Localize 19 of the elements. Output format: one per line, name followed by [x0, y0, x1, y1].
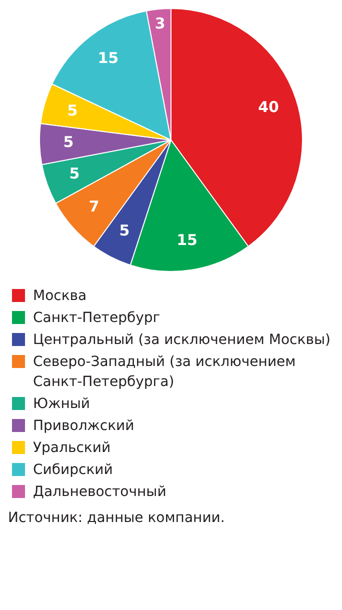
legend-label: Дальневосточный — [33, 483, 166, 502]
data-label: 3 — [154, 14, 166, 33]
legend-label: Южный — [33, 395, 90, 414]
data-label: 7 — [88, 198, 100, 216]
legend-label: Санкт-Петербург — [33, 309, 160, 328]
data-label: 40 — [258, 98, 279, 116]
legend-label: Уральский — [33, 439, 111, 458]
legend-label: Центральный (за исключением Москвы) — [33, 331, 330, 350]
text: Источник: данные компании. — [8, 510, 226, 526]
data-label: 5 — [69, 164, 80, 183]
data-label: 5 — [119, 221, 130, 240]
data-label: 5 — [67, 101, 78, 120]
legend-label: Сибирский — [33, 461, 113, 480]
data-label: 15 — [98, 48, 119, 67]
data-label: 5 — [63, 133, 74, 152]
data-label: 15 — [176, 231, 198, 250]
legend-label: Северо-Западный (за исключением Санкт-Петербурга) — [33, 353, 297, 392]
legend-label: Приволжский — [33, 417, 134, 436]
legend-label: Москва — [33, 287, 87, 306]
